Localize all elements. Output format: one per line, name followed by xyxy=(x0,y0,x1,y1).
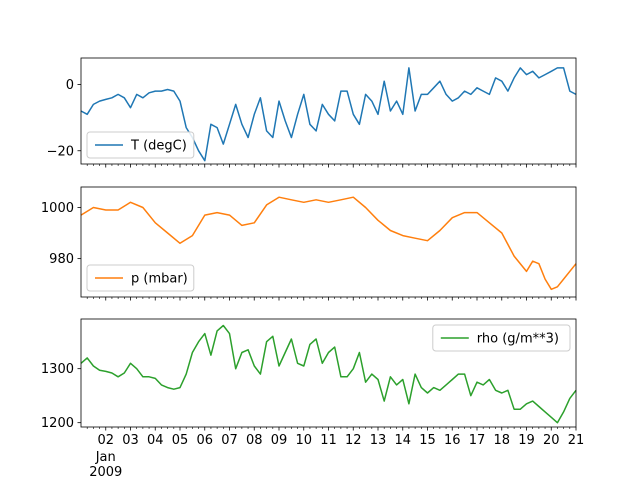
x-tick-label: 13 xyxy=(370,433,387,448)
x-tick-label: 03 xyxy=(122,433,139,448)
x-tick-label: 20 xyxy=(543,433,560,448)
legend-box xyxy=(86,264,195,292)
x-tick-label: 21 xyxy=(568,433,585,448)
series-line xyxy=(80,196,577,291)
legend-label: T (degC) xyxy=(130,139,187,154)
x-tick-label: 04 xyxy=(147,433,164,448)
y-tick-label: 0 xyxy=(66,78,74,93)
series-line xyxy=(80,67,577,162)
x-tick-label: 06 xyxy=(196,433,213,448)
legend-box xyxy=(432,324,571,352)
axes-frame xyxy=(80,186,577,298)
y-tick-label: 1200 xyxy=(41,416,74,431)
x-tick-label: 09 xyxy=(271,433,288,448)
legend-label: rho (g/m**3) xyxy=(477,332,559,347)
x-tick-label: 14 xyxy=(394,433,411,448)
y-tick-label: 1300 xyxy=(41,362,74,377)
x-tick-label: 07 xyxy=(221,433,238,448)
y-tick-label: 1000 xyxy=(41,201,74,216)
x-tick-label: 02 xyxy=(97,433,114,448)
x-tick-label: 17 xyxy=(469,433,486,448)
x-year-label: 2009 xyxy=(89,465,122,480)
x-tick-label: 18 xyxy=(493,433,510,448)
x-month-label: Jan xyxy=(95,450,116,465)
x-tick-label: 05 xyxy=(172,433,189,448)
axes-frame xyxy=(80,57,577,165)
legend-label: p (mbar) xyxy=(131,272,188,287)
axes-frame xyxy=(80,318,577,428)
x-tick-label: 10 xyxy=(295,433,312,448)
x-tick-label: 08 xyxy=(246,433,263,448)
x-tick-label: 11 xyxy=(320,433,337,448)
x-tick-label: 16 xyxy=(444,433,461,448)
x-tick-label: 15 xyxy=(419,433,436,448)
series-line xyxy=(80,324,577,424)
y-tick-label: 980 xyxy=(49,252,74,267)
y-tick-label: −20 xyxy=(47,144,74,159)
x-tick-label: 19 xyxy=(518,433,535,448)
legend-box xyxy=(86,131,195,159)
x-tick-label: 12 xyxy=(345,433,362,448)
